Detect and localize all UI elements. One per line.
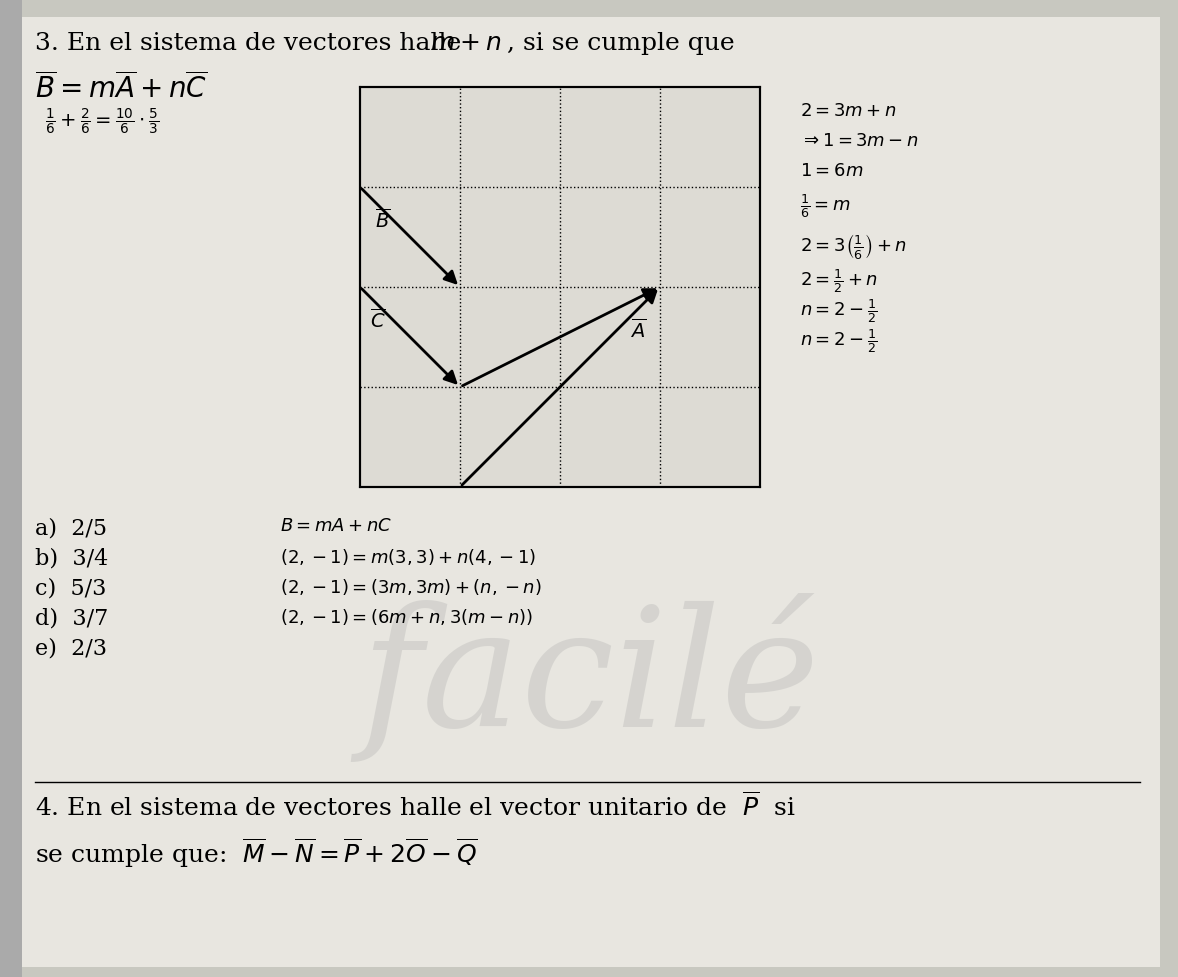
Text: $2 = 3\left(\frac{1}{6}\right) + n$: $2 = 3\left(\frac{1}{6}\right) + n$: [800, 232, 907, 261]
Text: $(2,-1) = m(3,3) + n(4,-1)$: $(2,-1) = m(3,3) + n(4,-1)$: [280, 547, 536, 567]
Text: 3. En el sistema de vectores halle: 3. En el sistema de vectores halle: [35, 32, 477, 55]
Text: $\overline{B}$: $\overline{B}$: [375, 208, 390, 232]
Text: , si se cumple que: , si se cumple que: [507, 32, 735, 55]
Text: $\overline{C}$: $\overline{C}$: [370, 309, 385, 332]
Text: $B = mA + nC$: $B = mA + nC$: [280, 517, 392, 535]
Text: $m + n$: $m + n$: [430, 32, 501, 55]
Text: b)  3/4: b) 3/4: [35, 547, 108, 569]
Text: se cumple que:  $\overline{M} - \overline{N} = \overline{P} + 2\overline{O} - \o: se cumple que: $\overline{M} - \overline…: [35, 837, 478, 871]
Text: $n = 2 - \frac{1}{2}$: $n = 2 - \frac{1}{2}$: [800, 297, 878, 324]
Text: $(2,-1) = (6m+n, 3(m-n))$: $(2,-1) = (6m+n, 3(m-n))$: [280, 607, 534, 627]
Text: facilé: facilé: [360, 592, 820, 761]
FancyBboxPatch shape: [20, 17, 1160, 967]
Text: d)  3/7: d) 3/7: [35, 607, 108, 629]
Text: $2 = 3m + n$: $2 = 3m + n$: [800, 102, 896, 120]
Bar: [0, 0, 22, 977]
Text: $(2,-1) = (3m,3m) + (n,-n)$: $(2,-1) = (3m,3m) + (n,-n)$: [280, 577, 542, 597]
Bar: [360, 87, 760, 487]
Text: $\overline{A}$: $\overline{A}$: [630, 319, 647, 342]
Text: $\frac{1}{6} + \frac{2}{6} = \frac{10}{6} \cdot \frac{5}{3}$: $\frac{1}{6} + \frac{2}{6} = \frac{10}{6…: [45, 107, 159, 137]
Text: a)  2/5: a) 2/5: [35, 517, 107, 539]
Text: $\Rightarrow 1 = 3m - n$: $\Rightarrow 1 = 3m - n$: [800, 132, 919, 150]
Text: $\overline{B} = m\overline{A} + n\overline{C}$: $\overline{B} = m\overline{A} + n\overli…: [35, 72, 207, 104]
Text: $\frac{1}{6} = m$: $\frac{1}{6} = m$: [800, 192, 851, 220]
Text: $2 = \frac{1}{2} + n$: $2 = \frac{1}{2} + n$: [800, 267, 878, 295]
Text: e)  2/3: e) 2/3: [35, 637, 107, 659]
Text: $1 = 6m$: $1 = 6m$: [800, 162, 863, 180]
Text: 4. En el sistema de vectores halle el vector unitario de  $\overline{P}$  si: 4. En el sistema de vectores halle el ve…: [35, 792, 795, 821]
Text: c)  5/3: c) 5/3: [35, 577, 106, 599]
Text: $n = 2 - \frac{1}{2}$: $n = 2 - \frac{1}{2}$: [800, 327, 878, 355]
